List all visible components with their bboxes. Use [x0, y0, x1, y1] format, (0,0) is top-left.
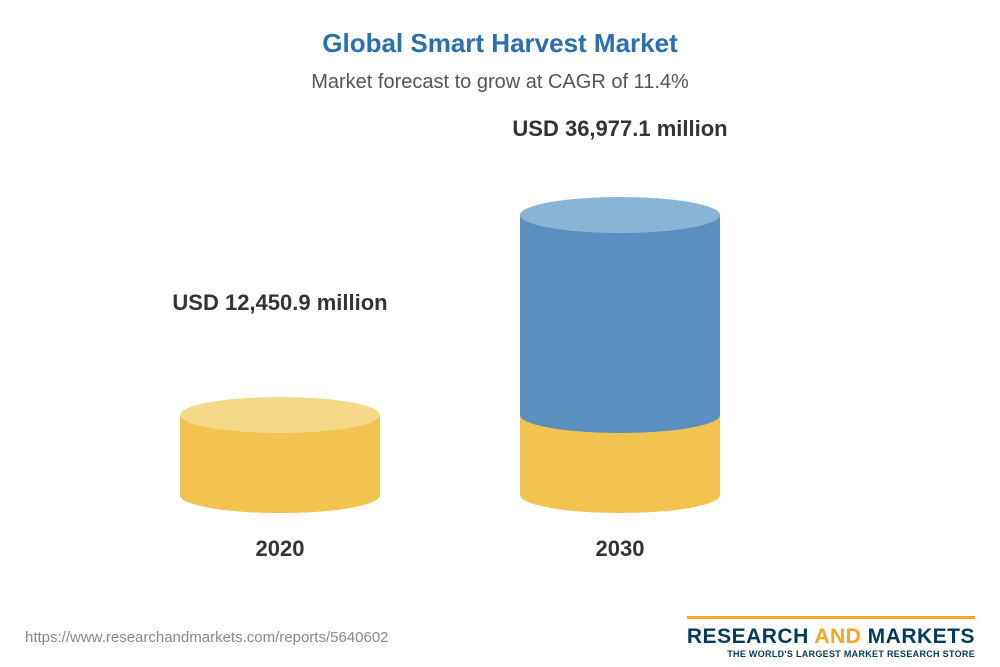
brand-block: RESEARCH AND MARKETS THE WORLD'S LARGEST… [687, 616, 975, 659]
chart-title: Global Smart Harvest Market [0, 0, 1000, 59]
cylinder-2030 [520, 185, 720, 520]
chart-area: USD 12,450.9 million 2020 USD 36,977.1 m… [0, 110, 1000, 570]
value-label-2020: USD 12,450.9 million [130, 290, 430, 316]
cylinder-2020 [180, 385, 380, 520]
source-url: https://www.researchandmarkets.com/repor… [25, 629, 389, 646]
brand-part1: RESEARCH [687, 625, 809, 648]
chart-subtitle: Market forecast to grow at CAGR of 11.4% [0, 71, 1000, 94]
brand-part2: AND [814, 625, 861, 648]
year-label-2030: 2030 [520, 536, 720, 562]
brand-part3: MARKETS [868, 625, 975, 648]
brand-name: RESEARCH AND MARKETS [687, 625, 975, 649]
footer: https://www.researchandmarkets.com/repor… [0, 607, 1000, 667]
year-label-2020: 2020 [180, 536, 380, 562]
value-label-2030: USD 36,977.1 million [470, 116, 770, 142]
brand-tagline: THE WORLD'S LARGEST MARKET RESEARCH STOR… [687, 649, 975, 659]
infographic-container: Global Smart Harvest Market Market forec… [0, 0, 1000, 667]
